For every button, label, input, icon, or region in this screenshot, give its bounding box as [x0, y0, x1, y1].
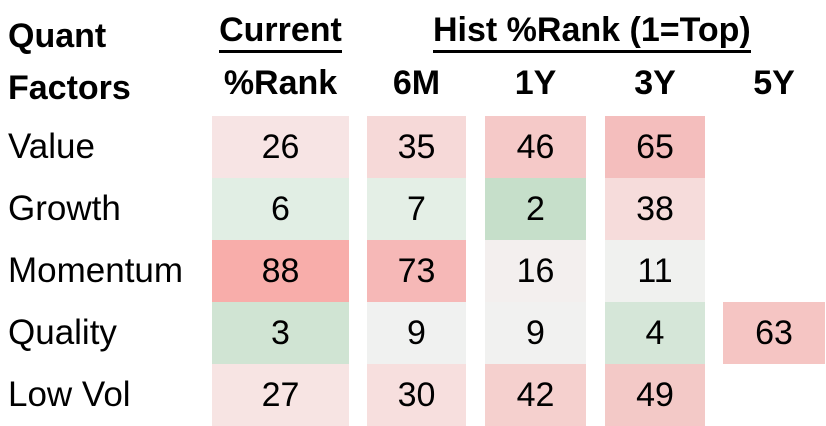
cell-value-rank: 26 — [212, 116, 349, 178]
cell-low-vol-3y: 49 — [605, 364, 705, 426]
cell-quality-6m: 9 — [367, 302, 466, 364]
column-header-6m: 6M — [392, 64, 441, 102]
title-line-quant: Quant — [8, 17, 107, 55]
cell-quality-5y: 63 — [723, 302, 825, 364]
column-group-current: Current — [212, 10, 349, 53]
column-group-hist-label: Hist %Rank (1=Top) — [433, 10, 751, 53]
table-title: Quant Factors — [8, 10, 131, 114]
title-line-factors: Factors — [8, 69, 131, 107]
cell-quality-1y: 9 — [485, 302, 586, 364]
column-header-3y: 3Y — [634, 64, 676, 102]
cell-growth-3y: 38 — [605, 178, 705, 240]
row-label-low-vol: Low Vol — [8, 375, 131, 414]
cell-momentum-3y: 11 — [605, 240, 705, 302]
cell-low-vol-rank: 27 — [212, 364, 349, 426]
cell-growth-rank: 6 — [212, 178, 349, 240]
cell-momentum-rank: 88 — [212, 240, 349, 302]
row-label-quality: Quality — [8, 313, 117, 352]
cell-value-1y: 46 — [485, 116, 586, 178]
column-header-percent-rank: %Rank — [223, 64, 338, 102]
cell-low-vol-6m: 30 — [367, 364, 466, 426]
cell-momentum-6m: 73 — [367, 240, 466, 302]
cell-value-3y: 65 — [605, 116, 705, 178]
cell-growth-6m: 7 — [367, 178, 466, 240]
row-label-momentum: Momentum — [8, 251, 184, 290]
cell-low-vol-1y: 42 — [485, 364, 586, 426]
row-label-value: Value — [8, 127, 95, 166]
column-group-current-label: Current — [219, 10, 342, 53]
cell-quality-rank: 3 — [212, 302, 349, 364]
cell-momentum-1y: 16 — [485, 240, 586, 302]
cell-value-6m: 35 — [367, 116, 466, 178]
cell-quality-3y: 4 — [605, 302, 705, 364]
column-header-1y: 1Y — [514, 64, 557, 102]
column-header-5y: 5Y — [753, 64, 795, 102]
column-group-hist: Hist %Rank (1=Top) — [433, 10, 751, 53]
row-label-growth: Growth — [8, 189, 121, 228]
cell-growth-1y: 2 — [485, 178, 586, 240]
